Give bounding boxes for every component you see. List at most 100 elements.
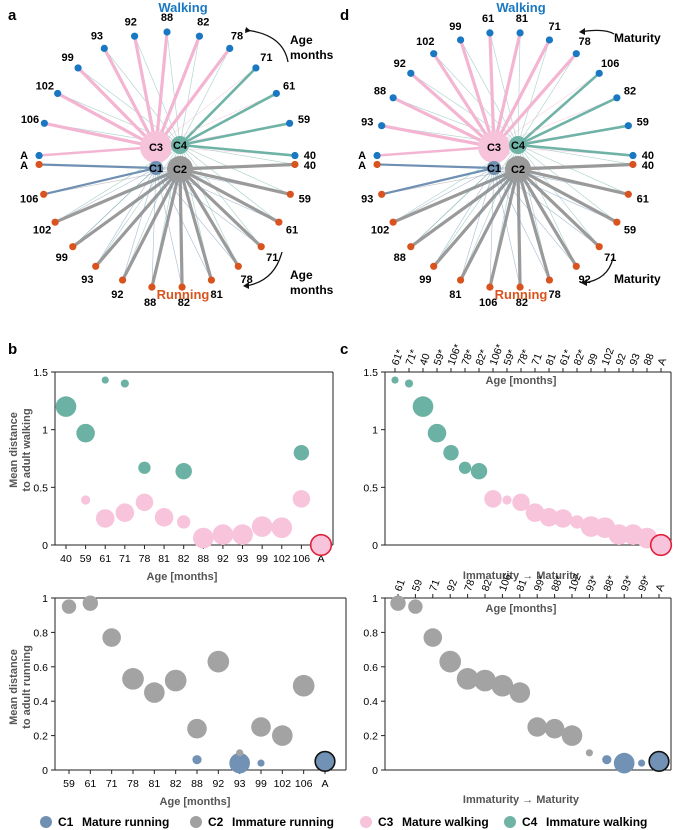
network-edge <box>178 143 297 157</box>
network-edge <box>492 38 552 149</box>
x-tick-label: 59 <box>80 553 92 565</box>
x-tick-label: 102 <box>273 553 291 565</box>
network-edge <box>516 124 630 147</box>
x-tick-label: 81 <box>158 553 170 565</box>
legend: C1 Mature running C2 Immature running C3… <box>40 815 647 829</box>
running-node <box>629 160 637 169</box>
running-node-label: 102 <box>371 224 389 236</box>
network-edge <box>375 163 496 170</box>
x-tick-label: 106 <box>295 778 313 790</box>
x-tick-label: 106 <box>497 572 514 593</box>
x-tick-label: 82 <box>178 553 190 565</box>
running-node-label: A <box>358 160 366 172</box>
network-edge <box>42 166 158 196</box>
data-point <box>95 509 115 528</box>
network-edge <box>492 52 578 149</box>
network-edge-minor <box>179 36 200 146</box>
plot-b-top: Mean distance to adult walking Age [mont… <box>8 367 334 583</box>
data-point <box>292 674 315 697</box>
x-tick-label: 59 <box>63 778 75 790</box>
running-node-label: 59 <box>299 193 311 205</box>
data-point <box>120 379 129 388</box>
walking-node-label: 40 <box>642 150 654 162</box>
x-tick-label: 61* <box>390 348 407 367</box>
x-tick-label: 81 <box>148 778 160 790</box>
walking-node <box>624 122 632 130</box>
hub-label-c2: C2 <box>173 164 187 176</box>
x-tick-label: 78* <box>516 348 533 367</box>
x-tick-label: 71 <box>119 553 131 565</box>
hub-label-c2: C2 <box>511 164 525 176</box>
y-tick-label: 1 <box>372 425 378 437</box>
data-point <box>212 524 234 545</box>
x-tick-label: 61 <box>84 778 96 790</box>
x-tick-label: 59 <box>410 578 425 593</box>
y-axis-label-line1: Mean distance <box>8 649 20 725</box>
x-tick-label: 82 <box>170 778 182 790</box>
network-edge-minor <box>179 144 262 247</box>
x-tick-label: 78 <box>139 553 151 565</box>
data-point <box>638 759 646 767</box>
x-tick-label: 102 <box>600 346 617 367</box>
running-node-label: 82 <box>178 297 190 309</box>
y-tick-label: 0.4 <box>363 696 378 708</box>
x-tick-label: 106 <box>293 553 311 565</box>
walking-node <box>629 151 637 160</box>
running-node <box>545 276 554 284</box>
network-edge <box>488 31 496 149</box>
data-point <box>175 462 192 480</box>
data-point <box>192 527 214 549</box>
x-axis-title: Age [months] <box>147 571 218 583</box>
data-point <box>207 650 230 673</box>
walking-node <box>545 36 554 44</box>
network-edge-minor <box>493 167 600 247</box>
x-tick-label: 102 <box>274 778 292 790</box>
walking-node-label: 88 <box>161 12 173 24</box>
y-tick-label: 1.5 <box>33 367 48 379</box>
adult-point <box>314 750 336 773</box>
data-point <box>271 517 293 539</box>
running-node-label: A <box>20 160 28 172</box>
data-point <box>484 490 502 508</box>
network-edge <box>492 31 522 149</box>
walking-node <box>40 119 48 127</box>
network-edge <box>458 167 520 282</box>
hub-label-c4: C4 <box>511 140 526 152</box>
data-point <box>539 508 559 527</box>
network-edge-minor <box>489 167 495 288</box>
maturity-arrowhead-bottom <box>581 279 587 286</box>
data-point <box>115 503 135 522</box>
y-tick-label: 0.2 <box>33 731 48 743</box>
x-tick-label: 71 <box>106 778 118 790</box>
network-edge-minor <box>517 144 600 247</box>
running-node-label: 93 <box>81 274 93 286</box>
x-tick-label: 99* <box>532 574 549 593</box>
data-point <box>135 493 154 512</box>
walking-node-label: 99 <box>62 52 74 64</box>
cluster-hub-c4 <box>509 136 527 154</box>
network-edge <box>37 145 158 157</box>
hub-label-c3: C3 <box>487 142 501 154</box>
walking-node <box>430 50 438 58</box>
running-node-label: 106 <box>479 297 497 309</box>
network-edge <box>56 91 158 149</box>
y-tick-label: 0.5 <box>363 482 378 494</box>
network-edge-minor <box>517 39 550 146</box>
network-edge <box>516 72 601 147</box>
data-point <box>391 376 399 384</box>
data-point <box>154 508 174 527</box>
network-edge <box>516 167 522 289</box>
hub-label-c1: C1 <box>487 163 501 175</box>
data-point <box>251 717 271 737</box>
data-point <box>404 379 414 388</box>
walking-node <box>572 50 580 58</box>
walking-node-label: 82 <box>197 17 209 29</box>
data-point <box>76 423 95 443</box>
running-node <box>373 160 381 169</box>
walking-node-label: 106 <box>21 114 39 126</box>
running-node-label: 71 <box>604 252 616 264</box>
data-point <box>408 599 423 614</box>
running-node <box>178 283 186 291</box>
network-edge-minor <box>493 167 577 267</box>
x-tick-label: 59* <box>432 348 449 367</box>
